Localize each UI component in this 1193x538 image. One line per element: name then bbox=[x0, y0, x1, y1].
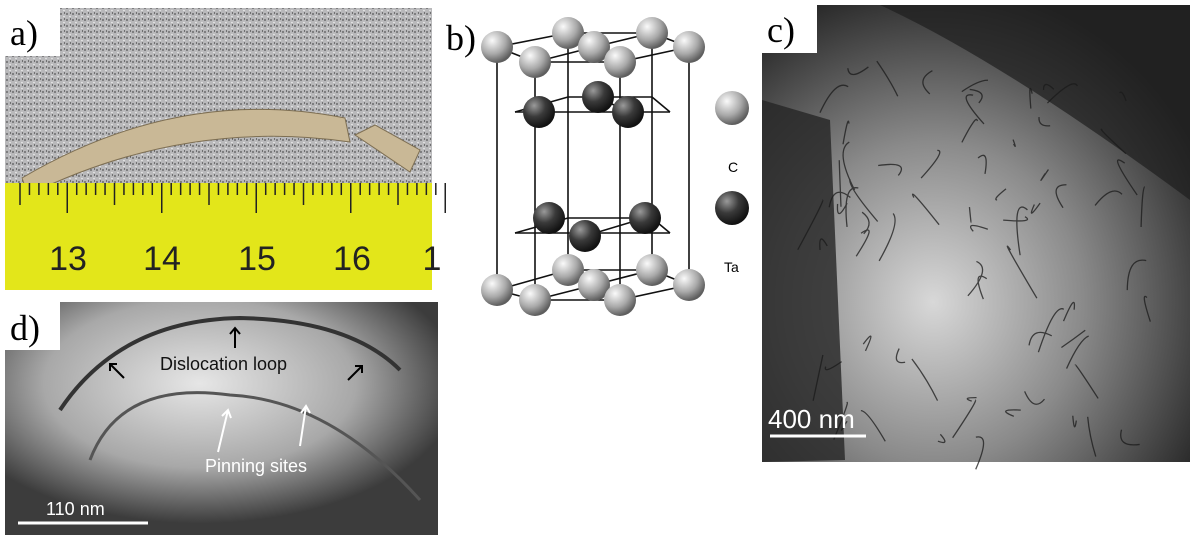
c-atom bbox=[673, 31, 705, 63]
c-atom bbox=[604, 284, 636, 316]
c-atom bbox=[519, 46, 551, 78]
ta-atom bbox=[582, 81, 614, 113]
ta-atom bbox=[569, 220, 601, 252]
panel-label: b) bbox=[446, 18, 476, 58]
ruler-label: 16 bbox=[333, 240, 371, 278]
ta-atom bbox=[629, 202, 661, 234]
panel-a: 13 14 15 16 1 a) bbox=[5, 8, 445, 290]
panel-c: c) 400 nm bbox=[762, 5, 1190, 469]
ruler-label: 1 bbox=[423, 240, 442, 278]
figure: 13 14 15 16 1 a) b) C Ta bbox=[0, 0, 1193, 538]
page: 13 14 15 16 1 a) b) C Ta bbox=[0, 0, 1193, 538]
ruler-label: 14 bbox=[143, 240, 181, 278]
panel-b: b) C Ta bbox=[446, 17, 749, 316]
c-atom bbox=[673, 269, 705, 301]
scale-bar-label: 110 nm bbox=[46, 499, 105, 519]
c-atom bbox=[481, 31, 513, 63]
legend-sphere bbox=[715, 91, 749, 125]
ta-atom bbox=[612, 96, 644, 128]
c-atom bbox=[604, 46, 636, 78]
legend-label: Ta bbox=[724, 259, 739, 275]
ruler-label: 13 bbox=[49, 240, 87, 278]
legend-sphere bbox=[715, 191, 749, 225]
ruler-label: 15 bbox=[238, 240, 276, 278]
c-atom bbox=[636, 254, 668, 286]
legend-label: C bbox=[728, 159, 738, 175]
panel-label: c) bbox=[767, 10, 795, 50]
c-atom bbox=[636, 17, 668, 49]
scale-bar-label: 400 nm bbox=[768, 404, 855, 434]
c-atom bbox=[519, 284, 551, 316]
ta-atom bbox=[523, 96, 555, 128]
c-atom bbox=[481, 274, 513, 306]
atoms bbox=[481, 17, 705, 316]
panel-d: d) Dislocation loop Pinning sites 110 nm bbox=[5, 302, 438, 535]
panel-label: d) bbox=[10, 308, 40, 348]
ta-atom bbox=[533, 202, 565, 234]
annotation: Dislocation loop bbox=[160, 354, 287, 374]
panel-label: a) bbox=[10, 13, 38, 53]
annotation: Pinning sites bbox=[205, 456, 307, 476]
